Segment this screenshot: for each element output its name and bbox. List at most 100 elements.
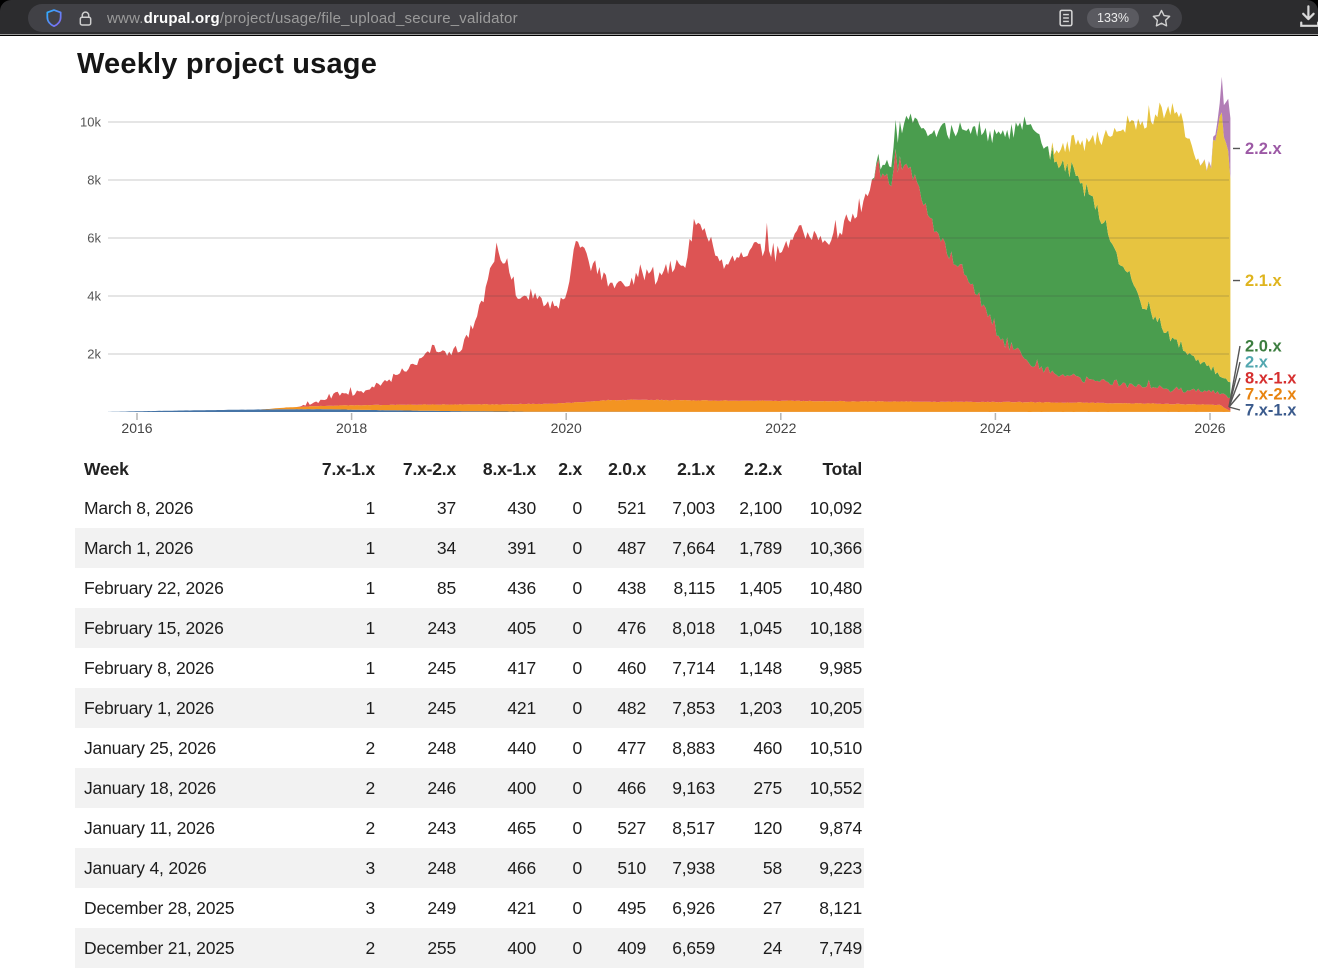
column-header: Week	[75, 450, 290, 488]
value-cell: 10,552	[784, 768, 864, 808]
value-cell: 0	[538, 728, 584, 768]
table-row: January 11, 2026224346505278,5171209,874	[75, 808, 864, 848]
value-cell: 466	[458, 848, 538, 888]
table-row: February 15, 2026124340504768,0181,04510…	[75, 608, 864, 648]
value-cell: 0	[538, 808, 584, 848]
x-axis-label: 2016	[121, 420, 152, 436]
value-cell: 477	[584, 728, 648, 768]
value-cell: 10,366	[784, 528, 864, 568]
value-cell: 1,203	[717, 688, 784, 728]
column-header: 2.x	[538, 450, 584, 488]
value-cell: 10,510	[784, 728, 864, 768]
value-cell: 3	[290, 888, 377, 928]
legend-label-2.0.x: 2.0.x	[1245, 338, 1283, 356]
url-prefix: www.	[107, 10, 144, 27]
week-cell: March 8, 2026	[75, 488, 290, 528]
value-cell: 466	[584, 768, 648, 808]
value-cell: 417	[458, 648, 538, 688]
x-axis-label: 2024	[980, 420, 1011, 436]
value-cell: 2	[290, 728, 377, 768]
table-row: February 1, 2026124542104827,8531,20310,…	[75, 688, 864, 728]
value-cell: 9,163	[648, 768, 717, 808]
value-cell: 8,883	[648, 728, 717, 768]
legend-label-7.x-2.x: 7.x-2.x	[1245, 386, 1297, 404]
value-cell: 8,115	[648, 568, 717, 608]
value-cell: 9,874	[784, 808, 864, 848]
value-cell: 0	[538, 888, 584, 928]
table-row: January 18, 2026224640004669,16327510,55…	[75, 768, 864, 808]
y-axis-label: 4k	[87, 289, 101, 304]
value-cell: 487	[584, 528, 648, 568]
week-cell: February 1, 2026	[75, 688, 290, 728]
value-cell: 2	[290, 928, 377, 968]
legend-label-2.1.x: 2.1.x	[1245, 272, 1283, 290]
column-header: 2.1.x	[648, 450, 717, 488]
value-cell: 430	[458, 488, 538, 528]
y-axis-label: 8k	[87, 173, 101, 188]
week-cell: December 21, 2025	[75, 928, 290, 968]
zoom-level-badge[interactable]: 133%	[1087, 8, 1139, 29]
value-cell: 0	[538, 608, 584, 648]
week-cell: January 4, 2026	[75, 848, 290, 888]
value-cell: 243	[377, 808, 458, 848]
legend-connector	[1229, 407, 1240, 410]
value-cell: 3	[290, 848, 377, 888]
legend-label-8.x-1.x: 8.x-1.x	[1245, 370, 1297, 388]
x-axis-label: 2020	[551, 420, 582, 436]
value-cell: 58	[717, 848, 784, 888]
download-icon[interactable]	[1298, 5, 1318, 31]
value-cell: 440	[458, 728, 538, 768]
table-row: February 22, 202618543604388,1151,40510,…	[75, 568, 864, 608]
value-cell: 405	[458, 608, 538, 648]
value-cell: 421	[458, 688, 538, 728]
week-cell: December 28, 2025	[75, 888, 290, 928]
value-cell: 85	[377, 568, 458, 608]
value-cell: 0	[538, 928, 584, 968]
value-cell: 8,517	[648, 808, 717, 848]
value-cell: 1,405	[717, 568, 784, 608]
column-header: 8.x-1.x	[458, 450, 538, 488]
value-cell: 0	[538, 488, 584, 528]
value-cell: 2	[290, 768, 377, 808]
table-row: December 21, 2025225540004096,659247,749	[75, 928, 864, 968]
week-cell: February 22, 2026	[75, 568, 290, 608]
week-cell: February 8, 2026	[75, 648, 290, 688]
column-header: 7.x-1.x	[290, 450, 377, 488]
week-cell: January 18, 2026	[75, 768, 290, 808]
value-cell: 255	[377, 928, 458, 968]
value-cell: 391	[458, 528, 538, 568]
bookmark-star-icon[interactable]	[1151, 8, 1172, 29]
y-axis-label: 10k	[80, 115, 101, 130]
value-cell: 521	[584, 488, 648, 528]
reader-view-icon[interactable]	[1057, 8, 1075, 28]
value-cell: 120	[717, 808, 784, 848]
value-cell: 9,223	[784, 848, 864, 888]
value-cell: 436	[458, 568, 538, 608]
value-cell: 243	[377, 608, 458, 648]
value-cell: 421	[458, 888, 538, 928]
value-cell: 510	[584, 848, 648, 888]
url-bar[interactable]: www.drupal.org/project/usage/file_upload…	[28, 4, 1182, 32]
value-cell: 6,659	[648, 928, 717, 968]
legend-connector	[1229, 378, 1240, 407]
area-2.2.x	[108, 77, 1230, 412]
shield-icon[interactable]	[44, 8, 64, 28]
x-axis-label: 2026	[1194, 420, 1225, 436]
value-cell: 7,749	[784, 928, 864, 968]
value-cell: 460	[717, 728, 784, 768]
area-2.x	[108, 149, 1230, 412]
value-cell: 8,018	[648, 608, 717, 648]
column-header: Total	[784, 450, 864, 488]
value-cell: 7,853	[648, 688, 717, 728]
value-cell: 476	[584, 608, 648, 648]
table-row: February 8, 2026124541704607,7141,1489,9…	[75, 648, 864, 688]
value-cell: 249	[377, 888, 458, 928]
table-row: January 25, 2026224844004778,88346010,51…	[75, 728, 864, 768]
page-title: Weekly project usage	[77, 48, 377, 81]
value-cell: 1	[290, 608, 377, 648]
area-8.x-1.x	[108, 149, 1230, 412]
value-cell: 1	[290, 648, 377, 688]
value-cell: 1,045	[717, 608, 784, 648]
url-text: www.drupal.org/project/usage/file_upload…	[107, 10, 518, 27]
value-cell: 465	[458, 808, 538, 848]
